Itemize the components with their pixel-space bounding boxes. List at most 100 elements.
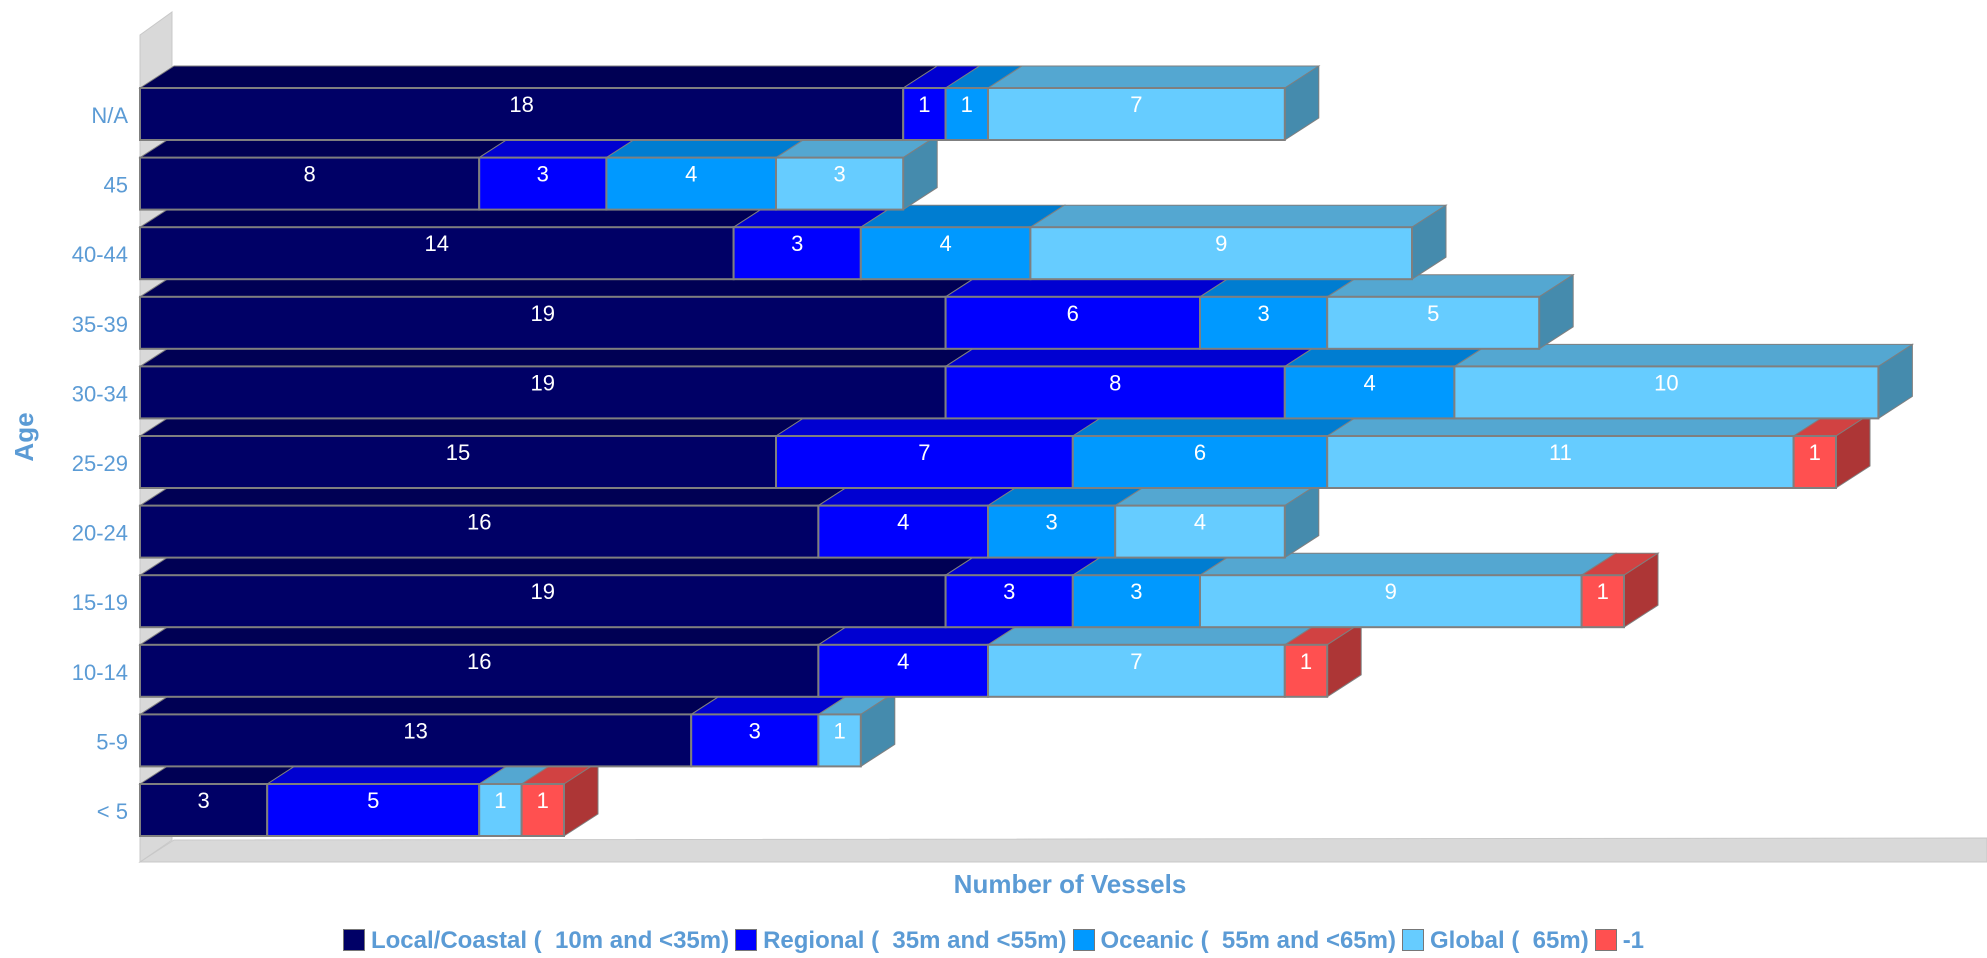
bar-segment <box>140 66 937 140</box>
data-label: 1 <box>918 92 930 117</box>
data-label: 19 <box>531 301 555 326</box>
data-label: 1 <box>1597 579 1609 604</box>
y-tick-label: 45 <box>104 173 128 198</box>
bar-segment <box>140 136 513 210</box>
y-tick-label: 35-39 <box>72 312 128 337</box>
data-label: 13 <box>403 718 427 743</box>
legend-swatch <box>1595 929 1617 951</box>
data-label: 1 <box>961 92 973 117</box>
data-label: 4 <box>897 510 909 535</box>
bar-segment <box>776 136 937 210</box>
data-label: 10 <box>1654 370 1678 395</box>
data-label: 4 <box>1194 510 1206 535</box>
data-label: 5 <box>367 788 379 813</box>
y-tick-label: 30-34 <box>72 381 128 406</box>
bar-segment <box>988 623 1319 697</box>
data-label: 3 <box>749 718 761 743</box>
legend-item: Local/Coastal ( 10m and <35m) <box>343 927 729 955</box>
data-label: 3 <box>791 231 803 256</box>
bar-segment <box>140 205 768 279</box>
legend-swatch <box>735 929 757 951</box>
data-label: 3 <box>1045 510 1057 535</box>
data-label: 3 <box>197 788 209 813</box>
data-label: 19 <box>531 370 555 395</box>
y-tick-label: 20-24 <box>72 521 128 546</box>
legend-label: -1 <box>1623 927 1644 954</box>
legend-swatch <box>1073 929 1095 951</box>
data-label: 4 <box>1363 370 1375 395</box>
data-label: 8 <box>1109 370 1121 395</box>
data-label: 4 <box>685 162 697 187</box>
y-tick-label: 40-44 <box>72 242 128 267</box>
bar-segment <box>140 344 980 418</box>
bar-segment <box>140 484 852 558</box>
data-label: 8 <box>303 162 315 187</box>
legend-label: Oceanic ( 55m and <65m) <box>1101 927 1396 954</box>
data-label: 18 <box>509 92 533 117</box>
data-label: 1 <box>833 718 845 743</box>
data-label: 4 <box>939 231 951 256</box>
data-label: 9 <box>1385 579 1397 604</box>
bar-segment <box>267 762 513 836</box>
data-label: 3 <box>1257 301 1269 326</box>
data-label: 14 <box>425 231 449 256</box>
data-label: 16 <box>467 510 491 535</box>
data-label: 1 <box>1809 440 1821 465</box>
y-tick-label: 10-14 <box>72 660 128 685</box>
y-tick-label: 25-29 <box>72 451 128 476</box>
bar-segment <box>140 553 980 627</box>
legend: Local/Coastal ( 10m and <35m) Regional ( … <box>0 926 1987 955</box>
data-label: 7 <box>1130 92 1142 117</box>
data-label: 15 <box>446 440 470 465</box>
data-label: 9 <box>1215 231 1227 256</box>
data-label: 3 <box>833 162 845 187</box>
bar-segment <box>1454 344 1912 418</box>
data-label: 1 <box>1300 649 1312 674</box>
legend-item: Regional ( 35m and <55m) <box>735 927 1066 955</box>
data-label: 7 <box>918 440 930 465</box>
bar-segment <box>1200 553 1616 627</box>
bar-segment <box>140 275 980 349</box>
legend-label: Global ( 65m) <box>1430 927 1589 954</box>
y-tick-label: N/A <box>91 103 128 128</box>
y-tick-label: 15-19 <box>72 590 128 615</box>
bar-segment <box>1327 275 1573 349</box>
legend-item: -1 <box>1595 927 1644 955</box>
y-tick-label: < 5 <box>97 799 128 824</box>
x-axis-label: Number of Vessels <box>954 869 1187 899</box>
data-label: 19 <box>531 579 555 604</box>
legend-item: Oceanic ( 55m and <65m) <box>1073 927 1396 955</box>
data-label: 6 <box>1067 301 1079 326</box>
legend-swatch <box>1402 929 1424 951</box>
data-label: 7 <box>1130 649 1142 674</box>
y-tick-label: 5-9 <box>96 729 128 754</box>
data-label: 4 <box>897 649 909 674</box>
data-label: 11 <box>1549 440 1572 465</box>
bar-segment <box>946 344 1319 418</box>
bar-segment <box>140 623 852 697</box>
bar-segment <box>1030 205 1446 279</box>
chart-floor <box>140 838 1987 862</box>
data-label: 3 <box>1130 579 1142 604</box>
bar-segment <box>946 275 1234 349</box>
bar-segment <box>988 66 1319 140</box>
bar-segment <box>1327 414 1827 488</box>
data-label: 16 <box>467 649 491 674</box>
data-label: 3 <box>1003 579 1015 604</box>
legend-swatch <box>343 929 365 951</box>
legend-item: Global ( 65m) <box>1402 927 1589 955</box>
y-tick-labels: < 5 5-9 10-14 15-19 20-24 25-29 30-34 35-39 40-4… <box>72 103 129 824</box>
bar-segment <box>140 414 810 488</box>
bar-segment <box>1073 414 1361 488</box>
bar-segment <box>1115 484 1319 558</box>
data-label: 3 <box>537 162 549 187</box>
legend-label: Local/Coastal ( 10m and <35m) <box>371 927 729 954</box>
bar-segment <box>776 414 1107 488</box>
data-label: 1 <box>537 788 549 813</box>
bar-segment <box>140 692 725 766</box>
data-label: 1 <box>494 788 506 813</box>
y-axis-label: Age <box>9 412 39 461</box>
data-label: 5 <box>1427 301 1439 326</box>
